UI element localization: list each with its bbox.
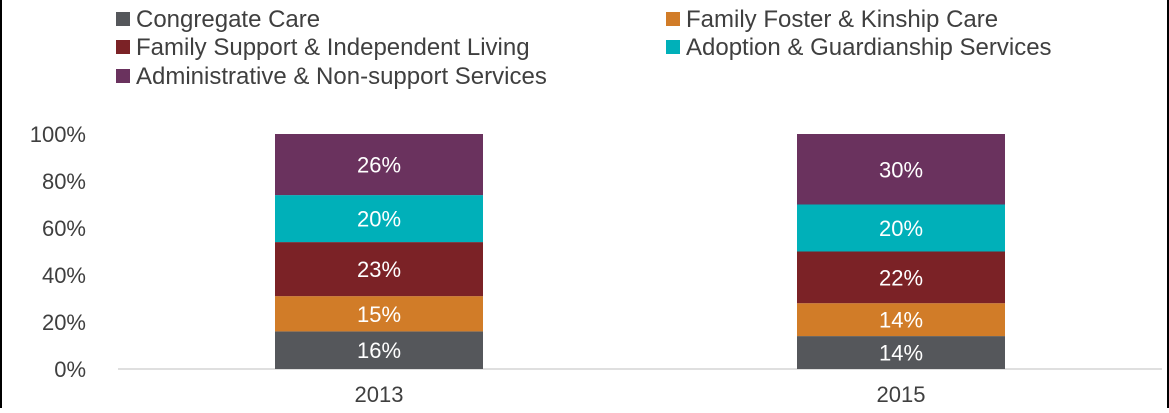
bar-segment <box>797 303 1005 337</box>
y-tick-label: 40% <box>42 263 86 288</box>
bar-segment <box>275 195 483 243</box>
legend-label: Congregate Care <box>136 6 320 33</box>
bar-segment <box>797 134 1005 205</box>
legend-swatch <box>116 69 130 83</box>
bar-segment <box>275 331 483 369</box>
y-tick-label: 100% <box>30 122 86 147</box>
legend-swatch <box>116 40 130 54</box>
y-tick-label: 60% <box>42 216 86 241</box>
legend-label: Administrative & Non-support Services <box>136 63 547 90</box>
y-tick-label: 20% <box>42 310 86 335</box>
data-label: 23% <box>357 257 401 282</box>
legend-swatch <box>666 40 680 54</box>
legend-swatch <box>666 12 680 26</box>
legend-label: Family Foster & Kinship Care <box>686 6 998 33</box>
bar-segment <box>797 204 1005 252</box>
data-label: 20% <box>879 216 923 241</box>
x-tick-label: 2013 <box>355 382 404 407</box>
y-tick-label: 0% <box>54 357 86 382</box>
bar-segment <box>275 242 483 297</box>
bar-segment <box>275 296 483 332</box>
data-label: 26% <box>357 153 401 178</box>
y-tick-label: 80% <box>42 169 86 194</box>
data-label: 14% <box>879 308 923 333</box>
x-tick-label: 2015 <box>877 382 926 407</box>
data-label: 30% <box>879 157 923 182</box>
data-label: 20% <box>357 207 401 232</box>
data-label: 22% <box>879 265 923 290</box>
bar-segment <box>797 251 1005 304</box>
legend-label: Adoption & Guardianship Services <box>686 34 1052 61</box>
bar-segment <box>275 134 483 196</box>
legend-label: Family Support & Independent Living <box>136 34 530 61</box>
data-label: 15% <box>357 302 401 327</box>
data-label: 14% <box>879 341 923 366</box>
legend-swatch <box>116 12 130 26</box>
bar-segment <box>797 336 1005 369</box>
data-label: 16% <box>357 338 401 363</box>
